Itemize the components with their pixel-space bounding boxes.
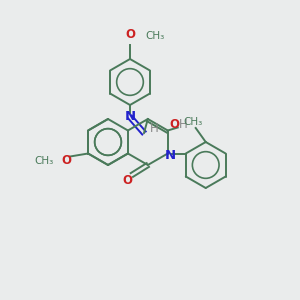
Text: O: O [61,154,71,167]
Text: N: N [124,110,136,124]
Text: O: O [123,175,133,188]
Text: H: H [150,122,158,136]
Text: CH₃: CH₃ [145,31,164,41]
Text: H: H [178,118,187,131]
Text: O: O [170,118,180,131]
Text: O: O [125,28,135,41]
Text: CH₃: CH₃ [35,155,54,166]
Text: CH₃: CH₃ [183,117,202,127]
Text: N: N [165,149,176,162]
